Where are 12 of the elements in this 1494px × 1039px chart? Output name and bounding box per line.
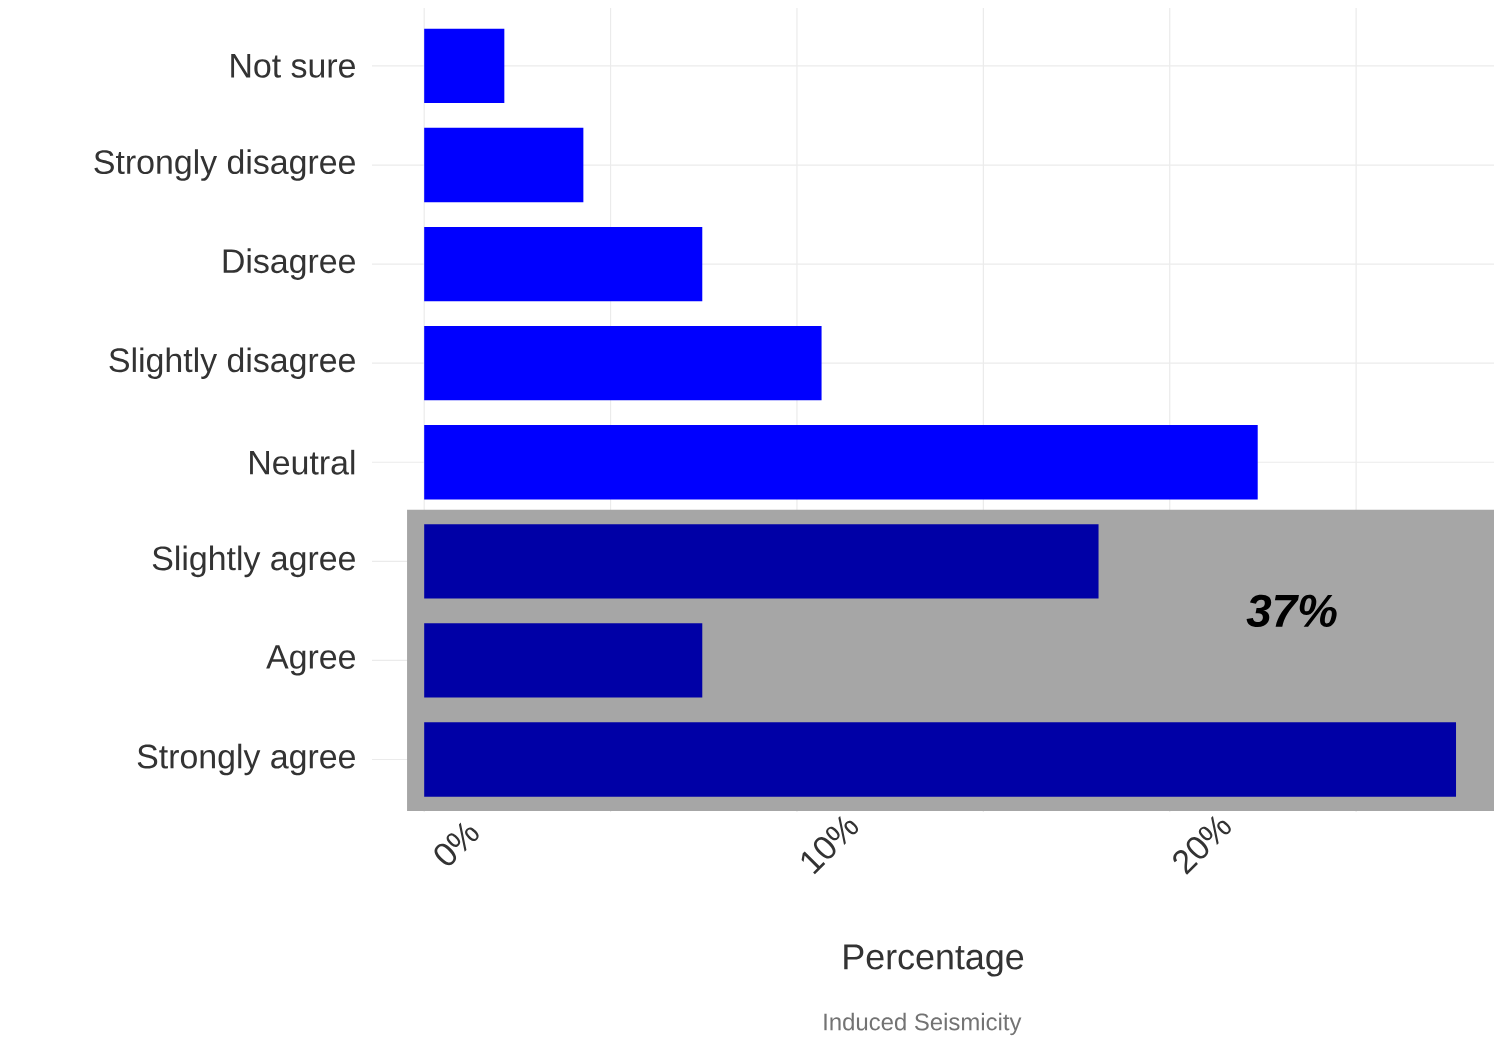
y-tick-label: Slightly agree: [152, 545, 355, 578]
y-tick-label: Disagree: [223, 248, 355, 280]
y-tick-label: Neutral: [250, 449, 355, 475]
y-tick-label: Not sure: [231, 54, 355, 78]
y-tick-label: Agree: [266, 645, 355, 676]
annotation: 37%: [1246, 594, 1337, 628]
y-tick-label: Strongly disagree: [94, 149, 355, 181]
y-tick-label: Slightly disagree: [109, 347, 355, 379]
x-tick-label: 0%: [434, 822, 479, 866]
text: Induced Seismicity: [824, 1012, 1022, 1036]
y-tick-label: Strongly agree: [137, 743, 355, 776]
x-axis-title: Percentage: [844, 944, 1024, 977]
